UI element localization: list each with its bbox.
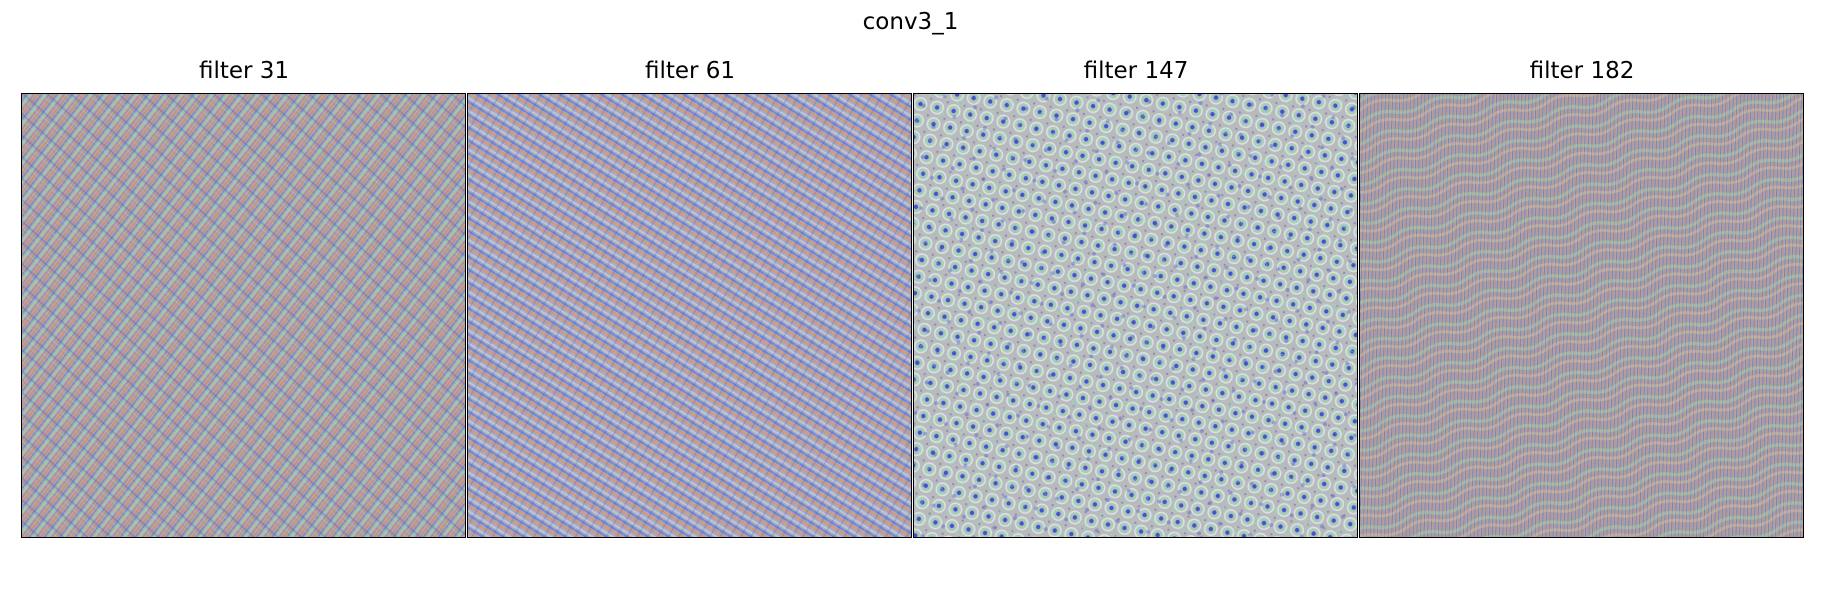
filter-61-visualization [467, 93, 912, 538]
panel-title-filter-147: filter 147 [1083, 58, 1189, 84]
filter-147-texture [914, 94, 1357, 537]
filter-147-visualization [913, 93, 1358, 538]
filter-61-texture [468, 94, 911, 537]
panel-title-filter-182: filter 182 [1529, 58, 1635, 84]
filter-31-visualization [21, 93, 466, 538]
figure-title: conv3_1 [862, 9, 959, 35]
filter-182-visualization [1359, 93, 1804, 538]
filter-182-texture [1360, 94, 1803, 537]
panel-title-filter-31: filter 31 [198, 58, 290, 84]
filter-31-texture [22, 94, 465, 537]
panel-title-filter-61: filter 61 [644, 58, 736, 84]
